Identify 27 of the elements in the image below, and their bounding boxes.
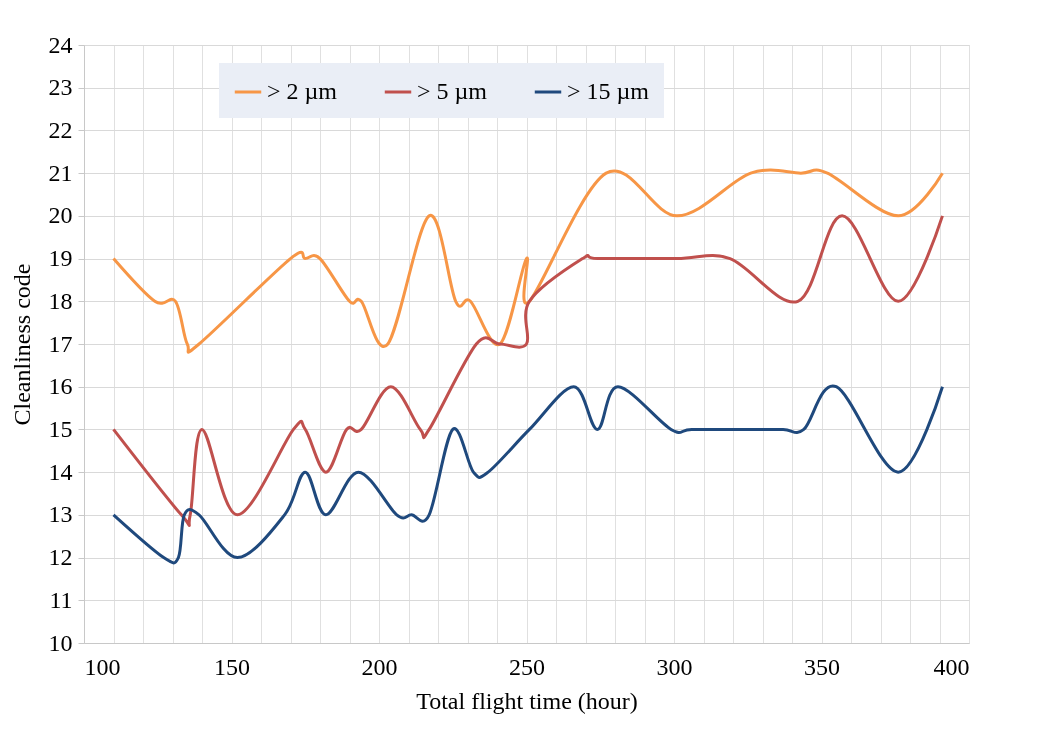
x-tick-label: 400 xyxy=(933,653,970,680)
x-axis-title: Total flight time (hour) xyxy=(416,687,638,714)
y-tick-label: 13 xyxy=(48,501,73,528)
y-tick-label: 22 xyxy=(48,116,73,143)
legend-label: > 15 µm xyxy=(567,78,650,104)
y-tick-label: 23 xyxy=(48,74,73,101)
y-tick-label: 17 xyxy=(48,330,73,357)
x-tick-label: 100 xyxy=(84,653,121,680)
y-tick-label: 14 xyxy=(48,458,73,485)
y-tick-label: 18 xyxy=(48,287,73,314)
x-tick-label: 150 xyxy=(214,653,250,680)
y-axis-title: Cleanliness code xyxy=(8,263,35,426)
y-tick-label: 10 xyxy=(48,629,73,656)
legend-label: > 5 µm xyxy=(417,78,488,104)
x-tick-label: 300 xyxy=(656,653,693,680)
x-tick-label: 350 xyxy=(804,653,840,680)
y-tick-label: 12 xyxy=(48,544,73,571)
y-tick-label: 16 xyxy=(48,373,73,400)
y-tick-label: 11 xyxy=(49,586,73,613)
y-tick-label: 21 xyxy=(48,159,73,186)
y-tick-label: 15 xyxy=(48,415,73,442)
x-tick-label: 250 xyxy=(509,653,545,680)
y-tick-label: 20 xyxy=(48,202,73,229)
y-tick-label: 19 xyxy=(48,245,73,272)
y-tick-label: 24 xyxy=(48,31,73,58)
legend-label: > 2 µm xyxy=(267,78,338,104)
x-tick-label: 200 xyxy=(361,653,398,680)
